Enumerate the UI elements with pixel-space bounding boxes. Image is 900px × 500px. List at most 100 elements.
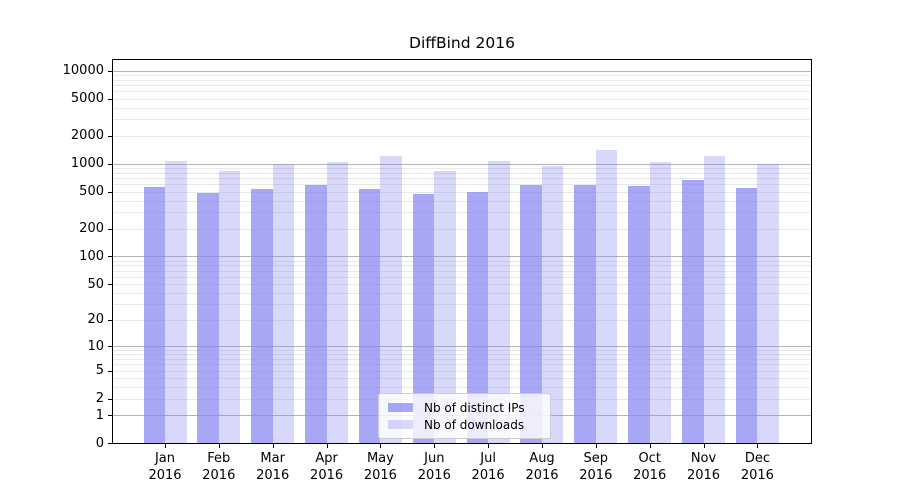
x-tick-label-jul: Jul 2016 [471, 451, 505, 483]
x-tick-label-nov: Nov 2016 [686, 451, 721, 483]
gridline-minor [113, 304, 811, 306]
x-tick-label-feb: Feb 2016 [202, 451, 236, 483]
bar-distinct-ips-jul [466, 191, 489, 443]
bar-distinct-ips-may [358, 188, 381, 443]
x-tick-mark [218, 444, 220, 448]
y-tick-mark [108, 415, 112, 416]
y-tick-label-20: 20 [87, 312, 104, 328]
gridline-minor [113, 74, 811, 76]
x-tick-mark [380, 444, 382, 448]
y-tick-label-200: 200 [79, 221, 104, 236]
gridline-minor [113, 276, 811, 278]
gridline-minor [113, 284, 811, 285]
y-tick-label-1000: 1000 [70, 156, 104, 172]
y-tick-label-0: 0 [95, 435, 104, 451]
bar-downloads-mar [272, 163, 295, 443]
y-tick-label-10000: 10000 [62, 63, 104, 78]
bar-distinct-ips-jan [143, 187, 165, 443]
bar-downloads-aug [541, 165, 564, 443]
y-tick-mark [108, 370, 112, 372]
x-tick-mark [595, 444, 597, 448]
y-tick-mark [108, 163, 112, 165]
gridline-minor [113, 98, 811, 100]
bar-downloads-apr [326, 161, 349, 443]
bar-downloads-dec [757, 164, 779, 443]
y-tick-label-1: 1 [95, 407, 104, 423]
y-tick-label-10: 10 [87, 338, 104, 354]
x-tick-mark [757, 444, 759, 448]
bar-downloads-nov [703, 156, 725, 443]
legend-entry-downloads: Nb of downloads [388, 416, 541, 433]
x-tick-label-aug: Aug 2016 [525, 451, 559, 483]
x-tick-label-jan: Jan 2016 [148, 451, 182, 483]
bar-distinct-ips-nov [682, 179, 704, 443]
x-tick-label-oct: Oct 2016 [633, 451, 667, 483]
gridline-minor [113, 119, 811, 121]
y-tick-label-5: 5 [95, 363, 104, 378]
legend-label-distinct-ips: Nb of distinct IPs [424, 400, 525, 415]
x-tick-mark [542, 444, 543, 448]
gridline-minor [113, 79, 811, 81]
bar-downloads-oct [649, 161, 672, 443]
bar-downloads-jun [434, 170, 456, 443]
gridline-minor [113, 370, 811, 372]
x-tick-label-jun: Jun 2016 [417, 451, 451, 483]
gridline-major [113, 163, 811, 165]
plot-area [112, 59, 812, 444]
x-tick-label-dec: Dec 2016 [740, 451, 774, 483]
y-tick-label-2000: 2000 [70, 128, 104, 144]
x-tick-mark [488, 444, 490, 448]
bar-distinct-ips-dec [735, 187, 758, 443]
y-tick-mark [108, 319, 112, 321]
y-tick-mark [108, 284, 112, 285]
y-tick-mark [108, 256, 112, 258]
gridline-minor [113, 292, 811, 294]
y-tick-label-100: 100 [79, 248, 104, 264]
bar-distinct-ips-feb [197, 193, 219, 443]
y-tick-mark [108, 398, 112, 400]
gridline-minor [113, 107, 811, 109]
bar-distinct-ips-sep [574, 184, 596, 443]
gridline-minor [113, 135, 811, 137]
legend-swatch-distinct-ips [388, 403, 413, 412]
x-tick-mark [272, 444, 274, 448]
gridline-minor [113, 172, 811, 174]
x-tick-label-apr: Apr 2016 [310, 451, 344, 483]
gridline-minor [113, 358, 811, 360]
legend-label-downloads: Nb of downloads [424, 417, 525, 432]
gridline-major [113, 70, 811, 72]
gridline-minor [113, 228, 811, 230]
x-tick-mark [703, 444, 705, 448]
gridline-minor [113, 319, 811, 321]
y-tick-label-2: 2 [95, 391, 104, 407]
gridline-minor [113, 84, 811, 86]
y-tick-label-500: 500 [79, 184, 104, 200]
gridline-major [113, 256, 811, 258]
gridline-minor [113, 265, 811, 267]
bar-distinct-ips-mar [251, 188, 273, 443]
y-tick-label-5000: 5000 [70, 91, 104, 106]
gridline-minor [113, 260, 811, 262]
y-tick-label-50: 50 [87, 276, 104, 292]
gridline-minor [113, 354, 811, 356]
bar-downloads-sep [595, 150, 618, 443]
x-tick-label-sep: Sep 2016 [579, 451, 613, 483]
gridline-minor [113, 377, 811, 379]
x-tick-mark [326, 444, 328, 448]
gridline-minor [113, 191, 811, 193]
x-tick-label-may: May 2016 [363, 451, 397, 483]
gridline-minor [113, 178, 811, 179]
gridline-minor [113, 184, 811, 186]
legend-entry-distinct-ips: Nb of distinct IPs [388, 399, 541, 416]
bar-distinct-ips-apr [305, 184, 327, 443]
gridline-minor [113, 212, 811, 214]
bar-downloads-feb [218, 170, 241, 443]
gridline-minor [113, 200, 811, 202]
gridline-minor [113, 349, 811, 351]
y-tick-mark [108, 346, 112, 347]
bar-distinct-ips-aug [520, 184, 542, 443]
legend-swatch-downloads [388, 420, 413, 429]
x-tick-label-mar: Mar 2016 [256, 451, 290, 483]
gridline-minor [113, 91, 811, 93]
